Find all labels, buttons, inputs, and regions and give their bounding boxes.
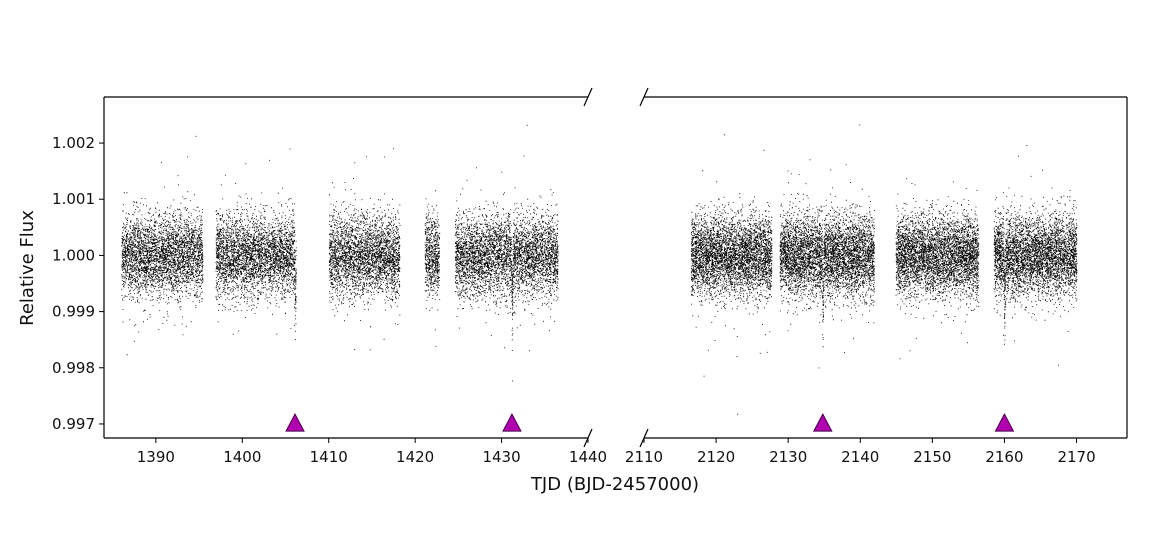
y-tick-label: 1.002 <box>52 134 95 152</box>
transit-marker <box>285 412 305 432</box>
flux-points <box>121 124 1078 415</box>
x-tick-label: 1390 <box>137 448 175 466</box>
x-tick-label: 1400 <box>223 448 261 466</box>
x-axis-label: TJD (BJD-2457000) <box>530 474 699 495</box>
x-tick-label: 1410 <box>310 448 348 466</box>
x-tick-label: 2130 <box>769 448 807 466</box>
y-tick-label: 0.999 <box>52 303 95 321</box>
x-tick-label: 1420 <box>396 448 434 466</box>
x-tick-label: 2150 <box>913 448 951 466</box>
x-tick-label: 1440 <box>569 448 607 466</box>
y-tick-label: 1.001 <box>52 190 95 208</box>
y-tick-label: 1.000 <box>52 246 95 264</box>
tick-labels: 1390 1400 1410 1420 1430 1440 2110 2120 2130 2140… <box>52 134 1096 466</box>
axes <box>103 87 1128 448</box>
x-tick-label: 2160 <box>985 448 1023 466</box>
flux-segment-p1-4 <box>424 190 441 347</box>
y-axis-label: Relative Flux <box>17 210 38 326</box>
flux-segment-p2-3 <box>895 178 980 360</box>
transit-marker <box>502 412 522 432</box>
transit-marker <box>994 412 1015 432</box>
axis-break-mark <box>583 87 593 107</box>
flux-segment-p2-4 <box>993 145 1078 366</box>
x-tick-label: 2110 <box>625 448 663 466</box>
y-tick-label: 0.998 <box>52 359 95 377</box>
flux-segment-p1-5 <box>454 124 559 382</box>
transit-marker <box>812 412 833 432</box>
x-tick-label: 1430 <box>482 448 520 466</box>
x-tick-label: 2120 <box>697 448 735 466</box>
flux-segment-p2-1 <box>690 134 773 415</box>
x-tick-label: 2140 <box>841 448 879 466</box>
y-tick-label: 0.997 <box>52 415 95 433</box>
flux-segment-p1-2 <box>215 148 297 340</box>
flux-segment-p2-2 <box>779 124 875 369</box>
axis-break-mark <box>639 87 649 107</box>
flux-segment-p1-1 <box>121 135 204 356</box>
flux-segment-p1-3 <box>328 148 401 351</box>
transit-markers <box>285 412 1015 432</box>
x-tick-label: 2170 <box>1057 448 1095 466</box>
